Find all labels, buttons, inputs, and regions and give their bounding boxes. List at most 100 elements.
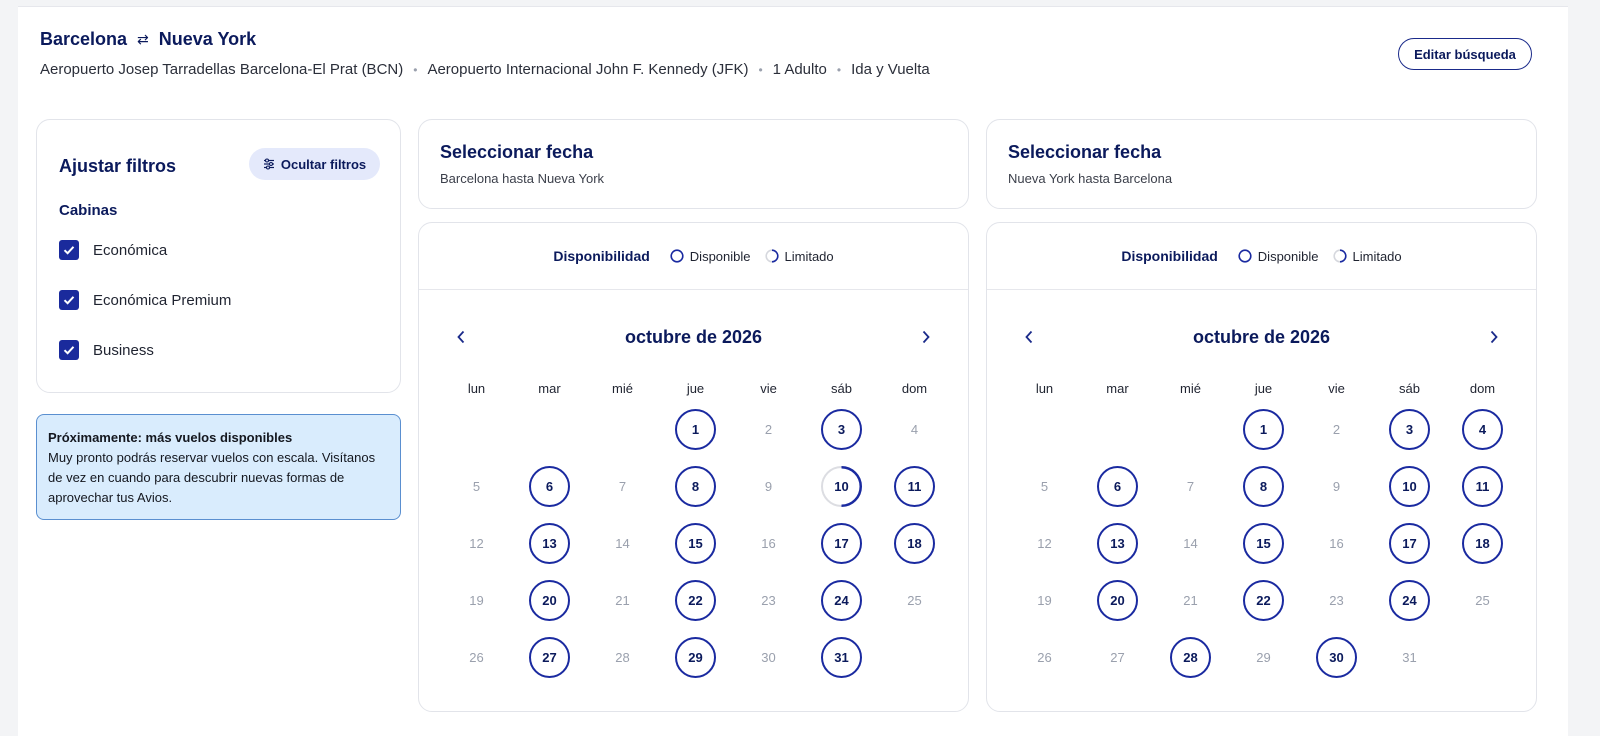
calendar-day-available[interactable]: 8 <box>1227 458 1300 515</box>
calendar-day-limited[interactable]: 10 <box>805 458 878 515</box>
calendar-day-available[interactable]: 3 <box>805 401 878 458</box>
calendar-day-available[interactable]: 8 <box>659 458 732 515</box>
calendar-day-available[interactable]: 22 <box>659 572 732 629</box>
calendar-day-available[interactable]: 24 <box>1373 572 1446 629</box>
return-calendar: Disponibilidad Disponible Limitado octub… <box>986 222 1537 712</box>
day-circle[interactable]: 6 <box>529 466 570 507</box>
weekday-header: lun <box>467 381 486 396</box>
calendar-day-available[interactable]: 1 <box>1227 401 1300 458</box>
calendar-day-available[interactable]: 20 <box>513 572 586 629</box>
day-circle[interactable]: 15 <box>675 523 716 564</box>
calendar-day-available[interactable]: 1 <box>659 401 732 458</box>
day-circle[interactable]: 30 <box>1316 637 1357 678</box>
calendar-day-available[interactable]: 11 <box>1446 458 1519 515</box>
chevron-right-icon[interactable] <box>1482 325 1506 349</box>
outbound-date-header: Seleccionar fecha Barcelona hasta Nueva … <box>418 119 969 209</box>
day-number: 8 <box>691 479 700 494</box>
day-circle[interactable]: 10 <box>1389 466 1430 507</box>
day-circle[interactable]: 15 <box>1243 523 1284 564</box>
calendar-day-available[interactable]: 18 <box>878 515 951 572</box>
day-circle[interactable]: 1 <box>1243 409 1284 450</box>
cabin-option-premium-economy[interactable]: Económica Premium <box>59 290 231 310</box>
day-number: 6 <box>545 479 554 494</box>
day-circle[interactable]: 6 <box>1097 466 1138 507</box>
month-navigation: octubre de 2026 <box>987 323 1536 351</box>
day-circle[interactable]: 10 <box>821 465 862 507</box>
day-circle[interactable]: 24 <box>1389 580 1430 621</box>
day-number: 25 <box>1475 593 1490 608</box>
route-title: Barcelona ⇄ Nueva York <box>40 29 256 50</box>
day-circle[interactable]: 1 <box>675 409 716 450</box>
day-number: 28 <box>615 650 630 665</box>
calendar-day-available[interactable]: 30 <box>1300 629 1373 686</box>
calendar-day-available[interactable]: 3 <box>1373 401 1446 458</box>
day-circle[interactable]: 8 <box>1243 466 1284 507</box>
hide-filters-button[interactable]: Ocultar filtros <box>249 148 380 180</box>
calendar-day-available[interactable]: 10 <box>1373 458 1446 515</box>
edit-search-button[interactable]: Editar búsqueda <box>1398 38 1532 70</box>
calendar-day-available[interactable]: 11 <box>878 458 951 515</box>
calendar-day-available[interactable]: 29 <box>659 629 732 686</box>
calendar-day-available[interactable]: 6 <box>1081 458 1154 515</box>
calendar-day-available[interactable]: 28 <box>1154 629 1227 686</box>
calendar-day-available[interactable]: 13 <box>1081 515 1154 572</box>
calendar-day-available[interactable]: 22 <box>1227 572 1300 629</box>
day-number: 23 <box>1329 593 1344 608</box>
calendar-day-available[interactable]: 4 <box>1446 401 1519 458</box>
calendar-day-unavailable: 30 <box>732 629 805 686</box>
calendar-day-available[interactable]: 31 <box>805 629 878 686</box>
day-circle[interactable]: 13 <box>529 523 570 564</box>
calendar-day-available[interactable]: 15 <box>659 515 732 572</box>
calendar-day-unavailable: 23 <box>732 572 805 629</box>
day-number: 18 <box>907 536 922 551</box>
day-number: 15 <box>1256 536 1271 551</box>
day-circle[interactable]: 18 <box>894 523 935 564</box>
calendar-day-available[interactable]: 17 <box>1373 515 1446 572</box>
checkbox-checked-icon[interactable] <box>59 290 79 310</box>
day-circle[interactable]: 11 <box>1462 466 1503 507</box>
day-circle[interactable]: 20 <box>1097 580 1138 621</box>
day-circle[interactable]: 29 <box>675 637 716 678</box>
day-circle[interactable]: 31 <box>821 637 862 678</box>
chevron-right-icon[interactable] <box>914 325 938 349</box>
day-circle[interactable]: 11 <box>894 466 935 507</box>
day-circle[interactable]: 13 <box>1097 523 1138 564</box>
calendar-day-available[interactable]: 6 <box>513 458 586 515</box>
chevron-left-icon[interactable] <box>449 325 473 349</box>
day-circle[interactable]: 4 <box>1462 409 1503 450</box>
day-circle[interactable]: 20 <box>529 580 570 621</box>
calendar-day-unavailable: 16 <box>1300 515 1373 572</box>
day-circle[interactable]: 18 <box>1462 523 1503 564</box>
calendar-day-available[interactable]: 20 <box>1081 572 1154 629</box>
day-number: 26 <box>469 650 484 665</box>
cabin-option-economy[interactable]: Económica <box>59 240 167 260</box>
day-circle[interactable]: 22 <box>1243 580 1284 621</box>
legend-limited: Limitado <box>764 249 834 264</box>
day-circle[interactable]: 3 <box>821 409 862 450</box>
day-number: 9 <box>764 479 773 494</box>
day-circle[interactable]: 22 <box>675 580 716 621</box>
day-circle[interactable]: 3 <box>1389 409 1430 450</box>
checkbox-checked-icon[interactable] <box>59 340 79 360</box>
day-circle[interactable]: 8 <box>675 466 716 507</box>
day-circle[interactable]: 28 <box>1170 637 1211 678</box>
day-circle[interactable]: 17 <box>821 523 862 564</box>
weekday-header: jue <box>686 381 705 396</box>
calendar-day-available[interactable]: 18 <box>1446 515 1519 572</box>
calendar-day-available[interactable]: 13 <box>513 515 586 572</box>
day-circle[interactable]: 24 <box>821 580 862 621</box>
outbound-subtitle: Barcelona hasta Nueva York <box>440 171 605 186</box>
month-title: octubre de 2026 <box>1192 326 1331 347</box>
calendar-day-available[interactable]: 17 <box>805 515 878 572</box>
destination-city: Nueva York <box>158 29 257 49</box>
calendar-day-available[interactable]: 27 <box>513 629 586 686</box>
day-circle[interactable]: 17 <box>1389 523 1430 564</box>
weekday-header: dom <box>1469 381 1496 396</box>
day-number: 18 <box>1475 536 1490 551</box>
cabin-option-business[interactable]: Business <box>59 340 154 360</box>
day-circle[interactable]: 27 <box>529 637 570 678</box>
calendar-day-available[interactable]: 24 <box>805 572 878 629</box>
checkbox-checked-icon[interactable] <box>59 240 79 260</box>
chevron-left-icon[interactable] <box>1017 325 1041 349</box>
calendar-day-available[interactable]: 15 <box>1227 515 1300 572</box>
